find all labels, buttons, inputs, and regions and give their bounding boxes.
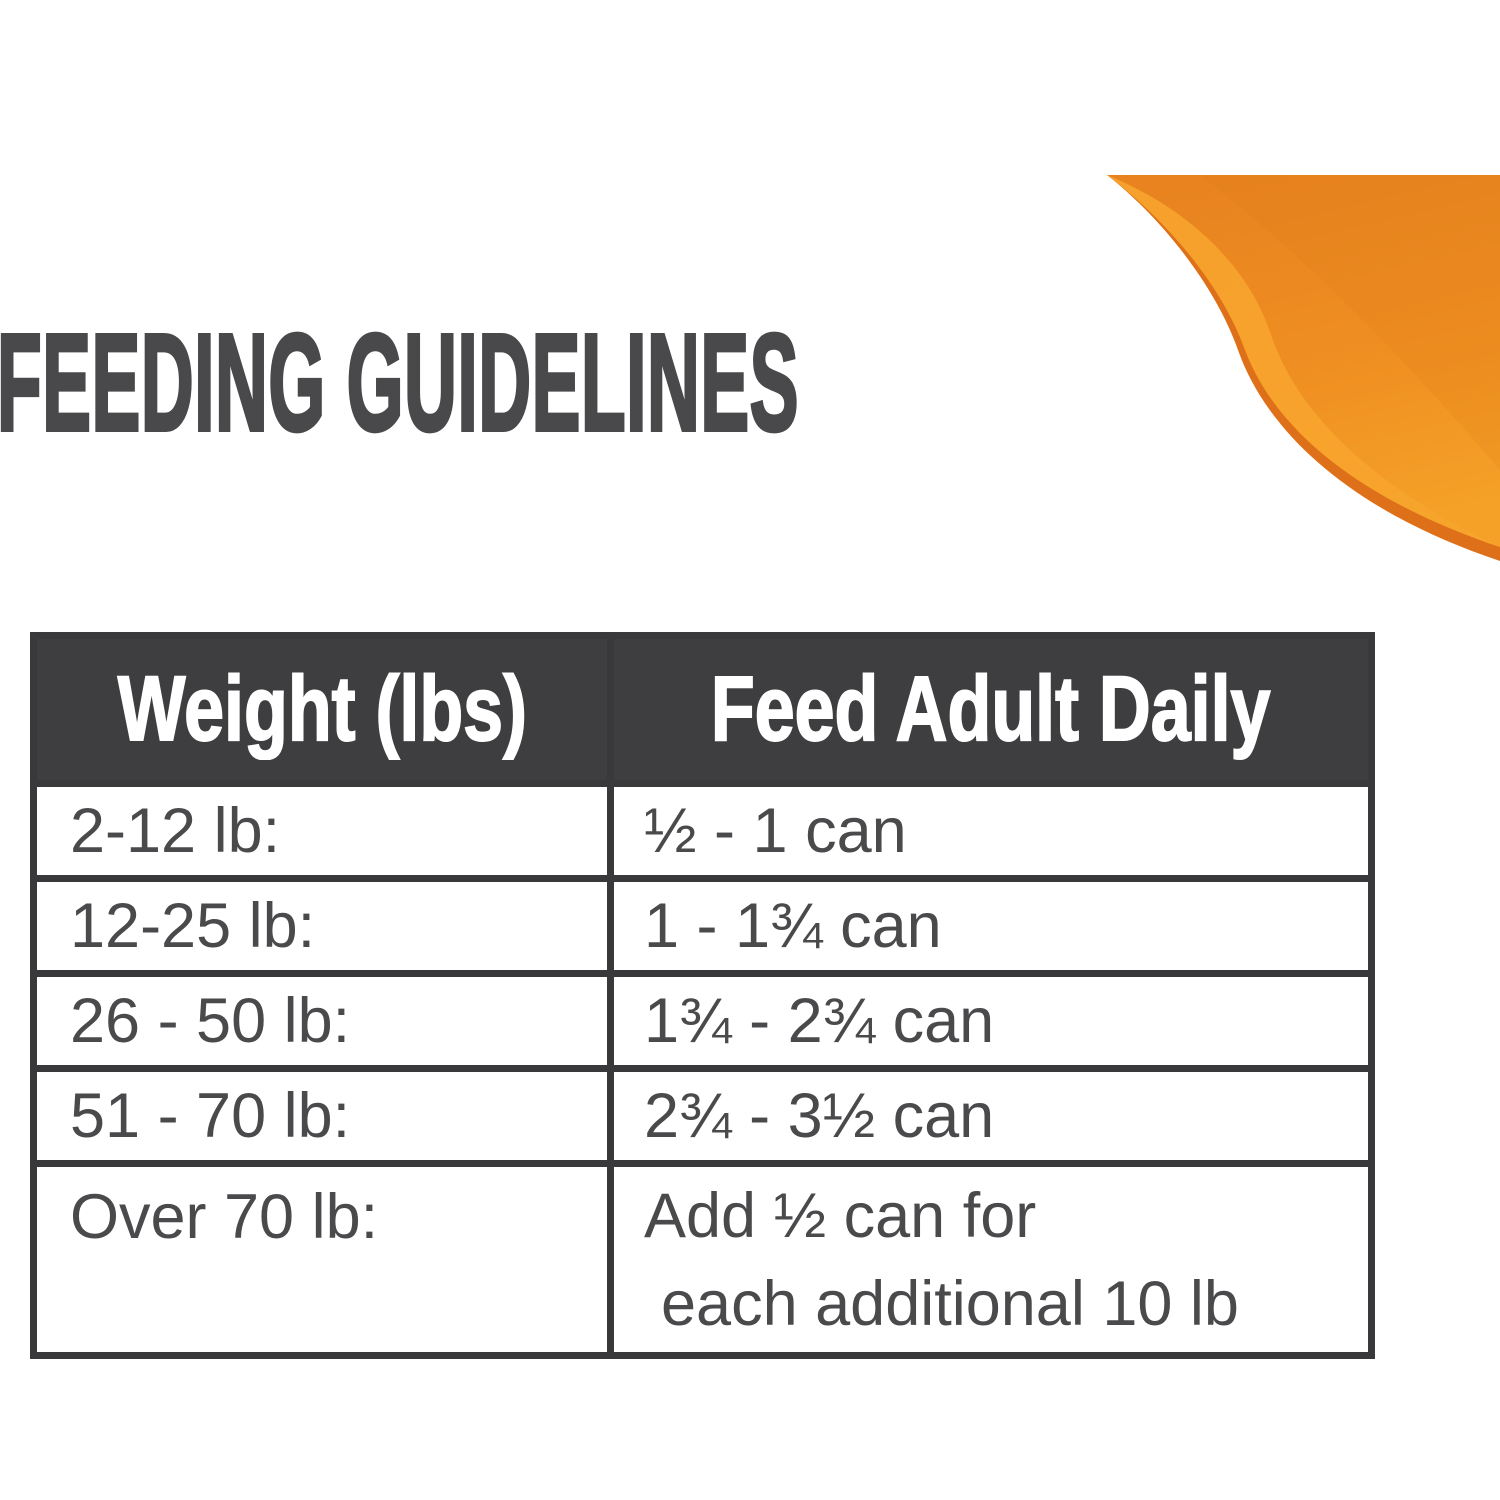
weight-cell: 51 - 70 lb: [30, 1065, 614, 1167]
weight-cell: Over 70 lb: [30, 1160, 614, 1359]
amount-text-line1: Add ½ can for [644, 1180, 1037, 1251]
amount-text: ½ - 1 can [644, 796, 907, 866]
weight-cell: 26 - 50 lb: [30, 970, 614, 1072]
table-row: 26 - 50 lb: 1¾ - 2¾ can [30, 970, 1375, 1072]
col-header-feed-daily-label: Feed Adult Daily [710, 657, 1271, 761]
table-row: 12-25 lb: 1 - 1¾ can [30, 875, 1375, 977]
amount-cell: Add ½ can for each additional 10 lb [607, 1160, 1375, 1359]
amount-cell: ½ - 1 can [607, 780, 1375, 882]
table-header-row: Weight (lbs) Feed Adult Daily [30, 632, 1375, 787]
amount-text-line2: each additional 10 lb [661, 1268, 1239, 1339]
amount-cell: 1 - 1¾ can [607, 875, 1375, 977]
table-row: 51 - 70 lb: 2¾ - 3½ can [30, 1065, 1375, 1167]
weight-cell: 12-25 lb: [30, 875, 614, 977]
amount-text: 1¾ - 2¾ can [644, 986, 995, 1056]
col-header-weight: Weight (lbs) [30, 632, 614, 787]
table-row: 2-12 lb: ½ - 1 can [30, 780, 1375, 882]
amount-cell: 2¾ - 3½ can [607, 1065, 1375, 1167]
amount-text: 2¾ - 3½ can [644, 1081, 995, 1151]
feeding-guidelines-table: Weight (lbs) Feed Adult Daily 2-12 lb: ½… [30, 632, 1375, 1359]
col-header-feed-daily: Feed Adult Daily [607, 632, 1375, 787]
page-title: FEEDING GUIDELINES [0, 306, 800, 460]
orange-swoosh-graphic [1107, 175, 1500, 561]
col-header-weight-label: Weight (lbs) [117, 657, 528, 761]
amount-cell: 1¾ - 2¾ can [607, 970, 1375, 1072]
weight-cell: 2-12 lb: [30, 780, 614, 882]
table-row: Over 70 lb: Add ½ can for each additiona… [30, 1160, 1375, 1359]
amount-text: 1 - 1¾ can [644, 891, 942, 961]
